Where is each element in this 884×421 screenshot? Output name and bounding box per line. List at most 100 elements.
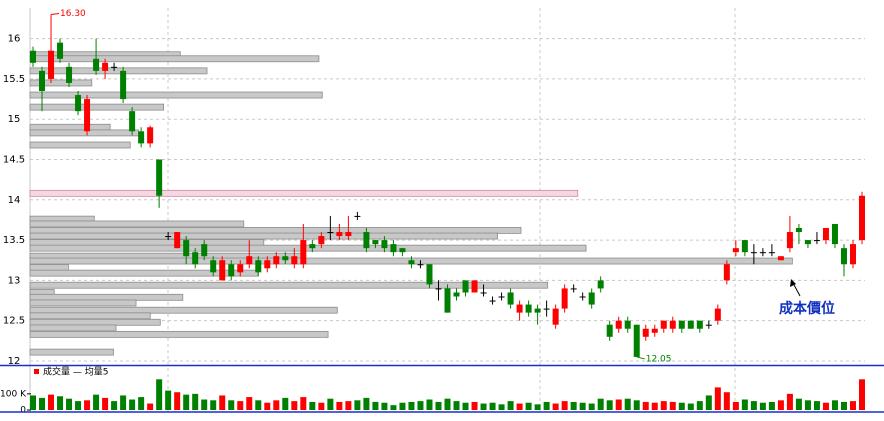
- volume-bar: [255, 400, 262, 410]
- candle-body: [120, 70, 127, 100]
- volume-bar: [777, 400, 784, 410]
- volume-bar: [372, 401, 379, 410]
- candle-body: [597, 280, 604, 289]
- candle-body: [714, 308, 721, 321]
- candle-body: [687, 320, 694, 329]
- candle-body: [462, 280, 469, 293]
- candle-body: [822, 228, 829, 241]
- candle-body: [831, 223, 838, 245]
- candle-body: [273, 256, 280, 265]
- candle-body: [534, 308, 541, 313]
- y-tick-label: 13: [8, 275, 21, 286]
- volume-bar: [660, 401, 667, 410]
- candle-body: [786, 232, 793, 249]
- volume-bar: [732, 401, 739, 410]
- candle-body: [291, 256, 298, 265]
- candle-body: [192, 252, 199, 265]
- volume-bar: [552, 403, 559, 410]
- candle-body: [633, 324, 640, 357]
- candle-body: [381, 240, 388, 249]
- candle-body: [642, 328, 649, 337]
- volume-bar: [111, 401, 118, 410]
- volume-bar: [102, 397, 109, 410]
- volume-bar: [759, 402, 766, 410]
- profile-bar: [29, 67, 208, 75]
- candle-body: [651, 328, 658, 333]
- volume-bar: [426, 399, 433, 410]
- candle-body: [255, 260, 262, 273]
- profile-bar: [29, 281, 549, 289]
- candle-body: [426, 264, 433, 285]
- volume-bar: [327, 398, 334, 410]
- y-tick-label: 16: [8, 34, 21, 45]
- volume-bar: [525, 402, 532, 410]
- candle-body: [543, 308, 550, 310]
- profile-bar: [29, 293, 184, 301]
- profile-bar: [29, 123, 111, 131]
- profile-layer: [29, 51, 793, 356]
- volume-bar: [597, 398, 604, 410]
- candle-body: [408, 260, 415, 265]
- annotation-line: [50, 12, 60, 15]
- candle-body: [849, 244, 856, 265]
- volume-tick-label: 100 K: [0, 389, 27, 399]
- candle-body: [768, 252, 775, 254]
- candle-body: [345, 232, 352, 237]
- volume-bar: [534, 404, 541, 410]
- candle-body: [30, 50, 36, 63]
- volume-bar: [561, 401, 568, 410]
- candle-body: [75, 95, 82, 112]
- candle-body: [363, 232, 370, 249]
- volume-bar: [156, 379, 163, 410]
- candle-body: [615, 320, 622, 329]
- candle-body: [156, 159, 163, 196]
- candle-body: [39, 70, 46, 92]
- volume-bar: [138, 397, 145, 410]
- volume-bar: [417, 401, 424, 410]
- volume-bar: [345, 401, 352, 410]
- volume-bar: [264, 402, 271, 410]
- volume-legend: 成交量 — 均量5: [43, 366, 108, 378]
- profile-bar: [29, 299, 137, 307]
- volume-bar: [453, 401, 460, 410]
- candle-body: [309, 244, 316, 249]
- volume-bar: [489, 402, 496, 410]
- volume-bar: [507, 401, 514, 410]
- volume-bar: [642, 401, 649, 410]
- profile-bar: [29, 91, 323, 99]
- candle-body: [111, 66, 118, 68]
- profile-bar: [29, 141, 131, 149]
- profile-bar: [29, 306, 338, 314]
- volume-bar: [183, 394, 190, 410]
- volume-bar: [336, 401, 343, 410]
- profile-bar: [29, 79, 93, 87]
- volume-bar: [318, 402, 325, 410]
- candle-body: [741, 240, 748, 253]
- volume-bar: [147, 403, 154, 410]
- candle-body: [804, 240, 811, 245]
- volume-bar: [210, 400, 217, 410]
- volume-bar: [66, 398, 73, 410]
- volume-bar: [723, 392, 730, 410]
- volume-bar: [381, 402, 388, 410]
- candle-body: [147, 127, 154, 144]
- candle-body: [300, 240, 307, 265]
- volume-bar: [246, 397, 253, 410]
- profile-bar: [29, 318, 161, 326]
- candle-body: [318, 236, 325, 245]
- volume-bar: [228, 400, 235, 410]
- candle-body: [183, 240, 190, 257]
- candle-body: [859, 195, 865, 241]
- candle-body: [732, 248, 739, 253]
- volume-bar: [471, 401, 478, 410]
- y-tick-label: 15: [8, 114, 21, 125]
- candle-body: [138, 131, 145, 144]
- profile-bar: [29, 55, 320, 63]
- candle-body: [552, 308, 559, 325]
- volume-bar: [714, 387, 721, 410]
- volume-bar: [237, 401, 244, 410]
- volume-bar: [390, 405, 397, 410]
- volume-bar: [291, 401, 298, 410]
- volume-bar: [309, 401, 316, 410]
